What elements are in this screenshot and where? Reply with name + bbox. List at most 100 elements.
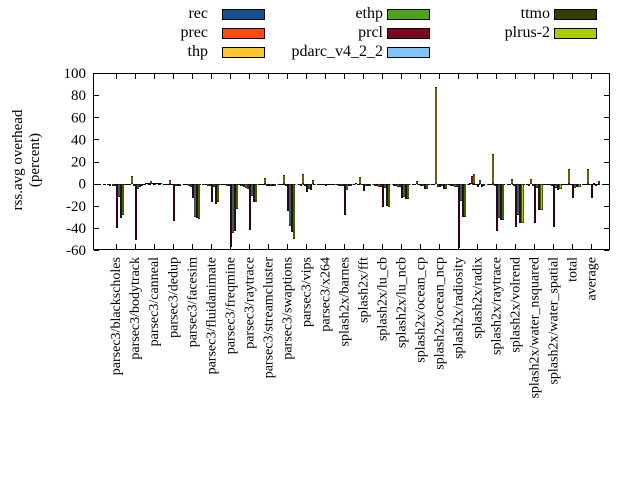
x-tick-mark (553, 244, 555, 249)
y-tick-mark (604, 117, 609, 119)
legend-swatch-rec (222, 9, 265, 20)
y-tick-label: 80 (71, 88, 86, 104)
bar-prec (299, 183, 302, 186)
x-tick-mark (439, 74, 441, 79)
bar-thp (396, 183, 399, 187)
bar-plrus-2 (407, 183, 410, 200)
bar-prcl (534, 183, 537, 224)
bar-thp (149, 181, 152, 184)
bar-pdarc_v4_2_2 (460, 183, 463, 202)
x-tick-label: average (585, 257, 600, 301)
y-tick-mark (94, 227, 99, 229)
y-tick-mark (94, 73, 99, 74)
bar-prcl (458, 183, 461, 248)
bar-rec (335, 183, 338, 185)
bar-plrus-2 (350, 183, 353, 186)
legend-item-prec: prec (0, 23, 640, 42)
bar-pdarc_v4_2_2 (384, 183, 387, 189)
bar-pdarc_v4_2_2 (365, 183, 368, 186)
x-tick-mark (172, 244, 174, 249)
x-tick-mark (115, 74, 117, 79)
bar-prec (413, 183, 416, 185)
bar-plrus-2 (179, 183, 182, 186)
bar-ethp (151, 182, 154, 184)
bar-pdarc_v4_2_2 (555, 183, 558, 189)
legend-label-prcl: prcl (358, 24, 383, 41)
bar-thp (111, 183, 114, 186)
x-tick-mark (191, 74, 193, 79)
bar-ttmo (386, 183, 389, 206)
bar-ttmo (557, 183, 560, 191)
bar-pdarc_v4_2_2 (517, 183, 520, 215)
x-tick-mark (210, 244, 212, 249)
bar-pdarc_v4_2_2 (536, 183, 539, 189)
bar-pdarc_v4_2_2 (155, 182, 158, 184)
bar-ttmo (595, 183, 598, 186)
y-tick-label: 60 (71, 110, 86, 126)
bar-ttmo (138, 183, 141, 187)
bar-ttmo (424, 183, 427, 190)
bar-plrus-2 (445, 183, 448, 190)
bar-pdarc_v4_2_2 (498, 183, 501, 218)
bar-rec (411, 183, 414, 185)
legend-swatch-plrus-2 (554, 28, 597, 39)
bar-prcl (248, 183, 251, 231)
bar-rec (487, 183, 490, 185)
bar-thp (472, 173, 475, 184)
bar-ttmo (462, 183, 465, 217)
y-tick-mark (94, 139, 99, 141)
bar-ethp (513, 183, 516, 186)
bar-thp (434, 87, 437, 184)
x-tick-label: splash2x/raytrace (490, 257, 505, 355)
x-tick-mark (591, 74, 593, 79)
bar-thp (282, 174, 285, 184)
bar-rec (107, 183, 110, 185)
y-tick-mark (604, 161, 609, 163)
bar-ethp (589, 183, 592, 185)
bar-rec (145, 182, 148, 184)
y-axis-title-line: (percent) (27, 132, 43, 188)
x-tick-label: splash2x/radiosity (452, 257, 467, 359)
bar-thp (491, 153, 494, 184)
x-tick-label: parsec3/raytrace (242, 257, 257, 349)
bar-prcl (134, 183, 137, 241)
bar-prcl (572, 183, 575, 198)
legend-label-ethp: ethp (355, 5, 383, 22)
legend-item-pdarc_v4_2_2: pdarc_v4_2_2 (0, 42, 640, 61)
bar-ttmo (291, 183, 294, 233)
bar-rec (297, 183, 300, 185)
x-tick-label: parsec3/fluidanimate (204, 257, 219, 374)
x-tick-label: parsec3/blackscholes (109, 257, 124, 375)
x-tick-mark (210, 74, 212, 79)
bar-plrus-2 (217, 183, 220, 203)
bar-plrus-2 (274, 183, 277, 186)
y-tick-label: 40 (71, 132, 86, 148)
x-tick-mark (572, 244, 574, 249)
bar-prec (337, 183, 340, 186)
x-tick-mark (515, 74, 517, 79)
y-tick-label: 100 (64, 66, 87, 82)
x-tick-label: parsec3/freqmine (223, 257, 238, 354)
plot-box (93, 73, 610, 250)
bar-thp (244, 183, 247, 189)
bar-ethp (474, 183, 478, 185)
bar-rec (126, 183, 129, 185)
bar-ttmo (272, 183, 275, 186)
x-tick-mark (267, 244, 269, 249)
x-tick-mark (515, 244, 517, 249)
bar-plrus-2 (293, 183, 296, 239)
x-tick-mark (381, 74, 383, 79)
x-tick-mark (420, 74, 422, 79)
bar-prec (318, 183, 321, 185)
bar-plrus-2 (255, 183, 258, 203)
bar-ethp (208, 183, 211, 186)
x-tick-mark (343, 74, 345, 79)
bar-ethp (265, 183, 268, 186)
bar-prec (223, 183, 226, 185)
bar-prec (508, 183, 511, 185)
x-tick-label: parsec3/vips (299, 257, 314, 327)
legend-item-thp: thp (0, 42, 640, 61)
y-tick-mark (94, 183, 99, 185)
bar-ethp (494, 183, 497, 186)
bar-thp (168, 180, 171, 184)
